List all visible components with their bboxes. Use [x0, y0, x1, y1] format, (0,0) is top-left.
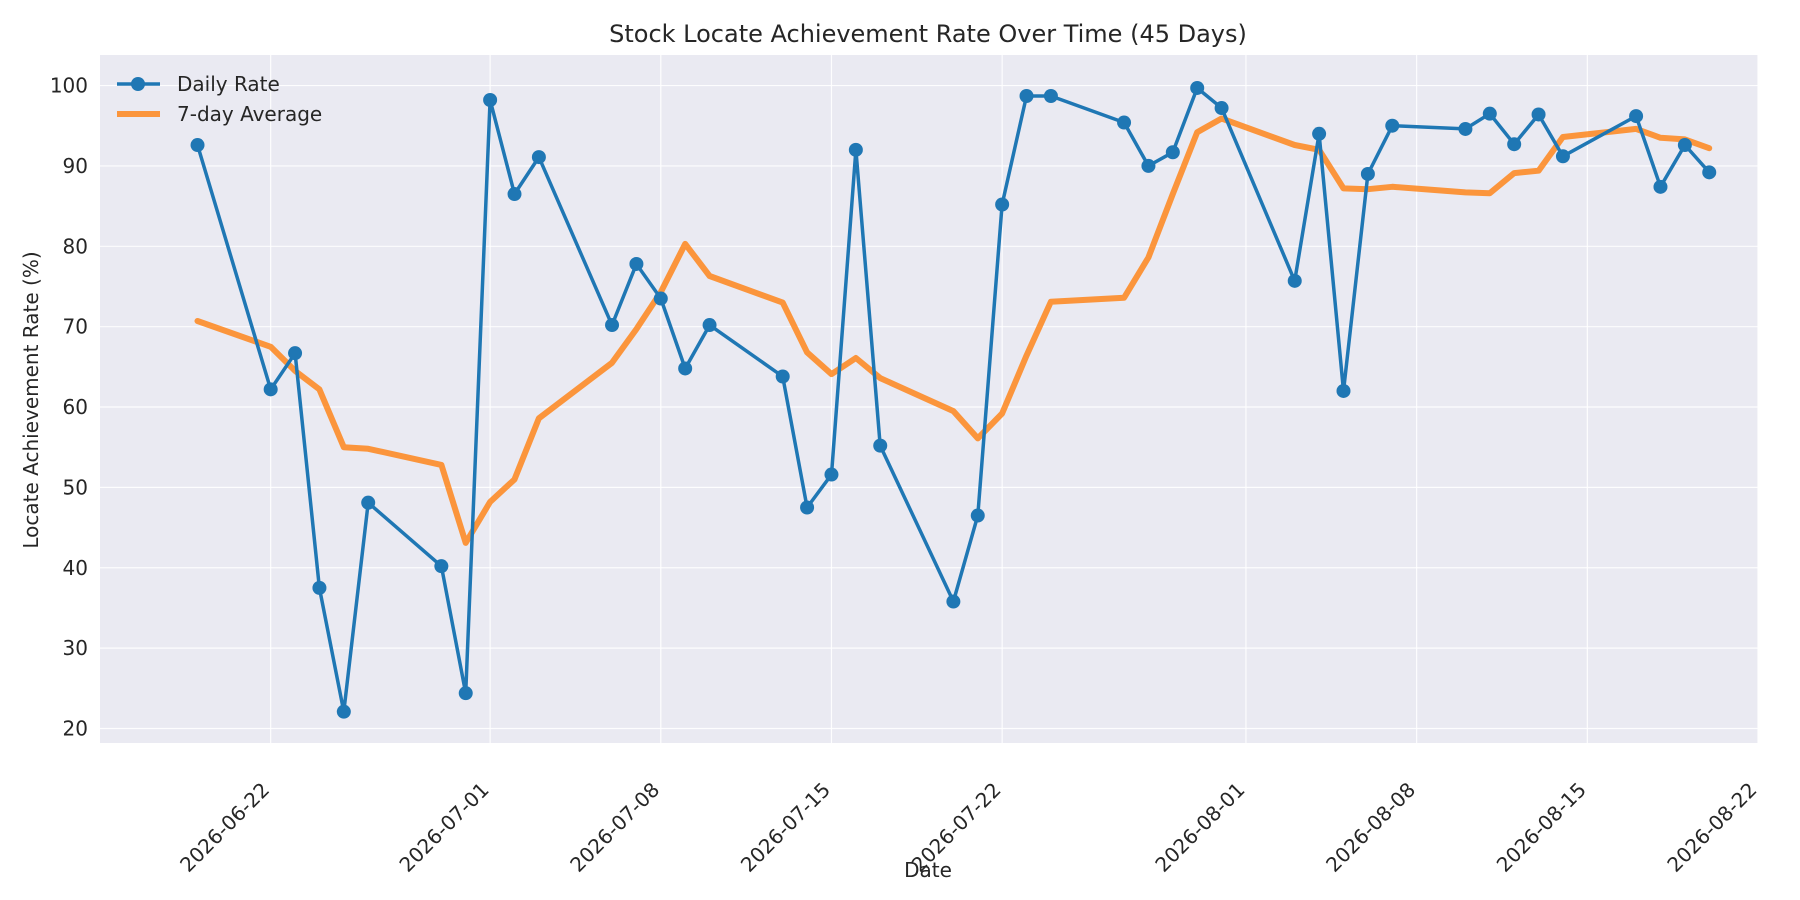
- data-point-daily-rate: [1531, 107, 1546, 122]
- data-point-daily-rate: [336, 704, 351, 719]
- data-point-daily-rate: [800, 500, 815, 515]
- data-point-daily-rate: [1019, 88, 1034, 103]
- data-point-daily-rate: [1312, 126, 1327, 141]
- data-point-daily-rate: [970, 508, 985, 523]
- x-axis-title: Date: [904, 858, 952, 882]
- data-point-daily-rate: [629, 256, 644, 271]
- legend-label-7-day-average: 7-day Average: [177, 102, 322, 126]
- y-tick-label: 90: [63, 154, 88, 178]
- data-point-daily-rate: [1165, 145, 1180, 160]
- data-point-daily-rate: [1458, 121, 1473, 136]
- data-point-daily-rate: [775, 369, 790, 384]
- data-point-daily-rate: [605, 318, 620, 333]
- y-tick-label: 60: [63, 395, 88, 419]
- data-point-daily-rate: [1141, 158, 1156, 173]
- data-point-daily-rate: [288, 346, 303, 361]
- data-point-daily-rate: [1677, 138, 1692, 153]
- data-point-daily-rate: [873, 438, 888, 453]
- data-point-daily-rate: [190, 138, 205, 153]
- data-point-daily-rate: [1702, 165, 1717, 180]
- data-point-daily-rate: [1385, 118, 1400, 133]
- data-point-daily-rate: [653, 291, 668, 306]
- series-markers: [190, 80, 1717, 719]
- data-point-daily-rate: [434, 559, 449, 574]
- data-point-daily-rate: [995, 197, 1010, 212]
- data-point-daily-rate: [361, 495, 376, 510]
- data-point-daily-rate: [1190, 80, 1205, 95]
- data-point-daily-rate: [1287, 273, 1302, 288]
- data-point-daily-rate: [1360, 166, 1375, 181]
- data-point-daily-rate: [483, 93, 498, 108]
- chart-title: Stock Locate Achievement Rate Over Time …: [609, 20, 1247, 48]
- data-point-daily-rate: [1043, 88, 1058, 103]
- data-point-daily-rate: [531, 150, 546, 165]
- data-point-daily-rate: [678, 361, 693, 376]
- data-point-daily-rate: [946, 594, 961, 609]
- data-point-daily-rate: [1629, 109, 1644, 124]
- legend: Daily Rate 7-day Average: [117, 72, 322, 126]
- data-point-daily-rate: [507, 187, 522, 202]
- data-point-daily-rate: [702, 318, 717, 333]
- data-point-daily-rate: [1653, 179, 1668, 194]
- data-point-daily-rate: [1214, 101, 1229, 116]
- y-tick-label: 30: [63, 636, 88, 660]
- data-point-daily-rate: [1482, 106, 1497, 121]
- y-tick-label: 40: [63, 556, 88, 580]
- y-tick-label: 50: [63, 475, 88, 499]
- data-point-daily-rate: [263, 382, 278, 397]
- y-tick-label: 70: [63, 315, 88, 339]
- y-tick-label: 80: [63, 234, 88, 258]
- data-point-daily-rate: [1507, 137, 1522, 152]
- data-point-daily-rate: [1555, 149, 1570, 164]
- data-point-daily-rate: [1336, 383, 1351, 398]
- legend-marker-daily-rate: [131, 77, 145, 91]
- data-point-daily-rate: [312, 580, 327, 595]
- y-axis: 20 30 40 50 60 70 80 90 100: [50, 74, 88, 741]
- y-tick-label: 100: [50, 74, 88, 98]
- legend-label-daily-rate: Daily Rate: [177, 72, 280, 96]
- data-point-daily-rate: [824, 467, 839, 482]
- data-point-daily-rate: [458, 686, 473, 701]
- data-point-daily-rate: [1117, 115, 1132, 130]
- data-point-daily-rate: [848, 142, 863, 157]
- y-axis-title: Locate Achievement Rate (%): [19, 251, 43, 548]
- grid: [100, 55, 1759, 743]
- y-tick-label: 20: [63, 717, 88, 741]
